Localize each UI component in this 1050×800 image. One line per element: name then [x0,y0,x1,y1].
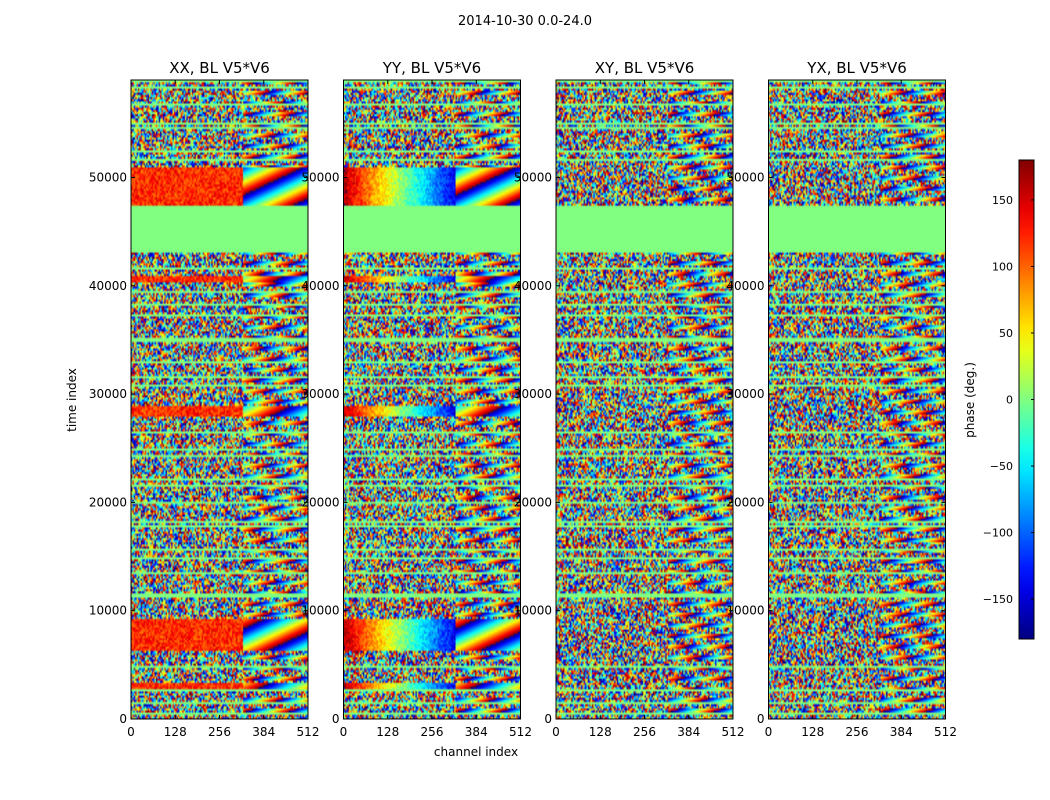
colorbar-tick-label: −50 [990,460,1013,473]
x-tick-label: 256 [633,725,656,739]
y-tick-label: 40000 [301,279,339,293]
x-tick-label: 256 [421,725,444,739]
x-tick-label: 0 [765,725,773,739]
panel-title: YX, BL V5*V6 [806,59,907,77]
colorbar-label: phase (deg.) [963,362,977,438]
y-tick-label: 30000 [89,387,127,401]
x-tick-label: 512 [934,725,957,739]
y-tick-label: 50000 [514,170,552,184]
colorbar-tick-label: 150 [992,194,1013,207]
y-tick-label: 0 [119,712,127,726]
figure-title: 2014-10-30 0.0-24.0 [458,14,592,29]
colorbar-tick-label: 50 [999,327,1013,340]
heatmap-image-yy [343,80,521,719]
heatmap-image-xx [131,80,308,719]
x-tick-label: 128 [376,725,399,739]
panel-xx: XX, BL V5*V6 0 128 256 384 512 0 10000 20000 3000… [89,59,320,739]
y-tick-label: 30000 [514,387,552,401]
x-tick-label: 0 [340,725,348,739]
y-tick-label: 30000 [726,387,764,401]
panel-title: YY, BL V5*V6 [382,59,481,77]
colorbar-tick-label: 0 [1006,394,1013,407]
x-tick-label: 384 [677,725,700,739]
x-tick-label: 0 [552,725,560,739]
colorbar-tick-label: 100 [992,260,1013,273]
y-tick-label: 20000 [89,495,127,509]
y-tick-label: 50000 [89,170,127,184]
x-tick-label: 512 [509,725,532,739]
x-tick-label: 512 [722,725,745,739]
x-tick-label: 384 [252,725,275,739]
x-axis-label: channel index [434,745,518,759]
y-tick-label: 10000 [301,604,339,618]
colorbar-tick-label: −100 [983,527,1013,540]
y-tick-label: 10000 [514,604,552,618]
x-tick-label: 128 [801,725,824,739]
heatmap-image-xy [556,80,733,719]
y-tick-label: 0 [757,712,765,726]
y-tick-label: 40000 [89,279,127,293]
y-tick-label: 20000 [726,495,764,509]
y-tick-label: 30000 [301,387,339,401]
y-tick-label: 40000 [514,279,552,293]
x-tick-label: 128 [589,725,612,739]
y-tick-label: 20000 [301,495,339,509]
y-tick-label: 0 [544,712,552,726]
x-tick-label: 512 [297,725,320,739]
panel-title: XY, BL V5*V6 [595,59,695,77]
y-tick-label: 20000 [514,495,552,509]
x-tick-label: 384 [465,725,488,739]
panel-xy: XY, BL V5*V6 0 128 256 384 512 0 10000 20000 3000… [514,59,745,739]
y-tick-label: 10000 [726,604,764,618]
y-tick-label: 40000 [726,279,764,293]
x-tick-label: 256 [846,725,869,739]
panel-yy: YY, BL V5*V6 0 128 256 384 512 0 10000 20000 3000… [301,59,532,739]
x-tick-label: 256 [208,725,231,739]
panel-yx: YX, BL V5*V6 0 128 256 384 512 0 10000 20000 3000… [726,59,957,739]
y-tick-label: 10000 [89,604,127,618]
x-tick-label: 384 [890,725,913,739]
x-tick-label: 128 [164,725,187,739]
y-tick-label: 50000 [726,170,764,184]
heatmap-image-yx [768,80,946,719]
x-tick-label: 0 [127,725,135,739]
y-tick-label: 0 [332,712,340,726]
panel-title: XX, BL V5*V6 [169,59,270,77]
y-tick-label: 50000 [301,170,339,184]
colorbar: −150 −100 −50 0 50 100 150 phase (deg.) [963,159,1035,640]
colorbar-tick-label: −150 [983,593,1013,606]
y-axis-label: time index [65,368,79,432]
